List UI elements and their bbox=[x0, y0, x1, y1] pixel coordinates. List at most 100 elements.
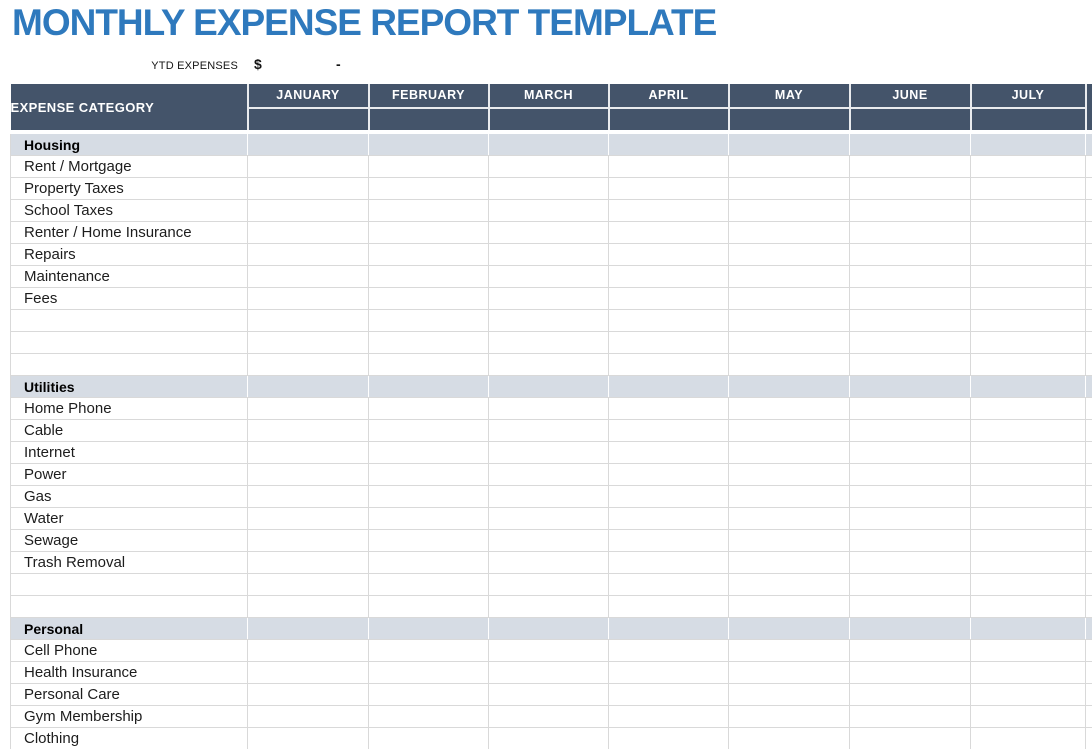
section-cell[interactable] bbox=[970, 617, 1086, 640]
expense-cell[interactable] bbox=[849, 155, 971, 178]
expense-cell[interactable] bbox=[608, 309, 729, 332]
expense-cell[interactable] bbox=[368, 419, 489, 442]
expense-cell[interactable] bbox=[970, 507, 1086, 530]
header-subcell[interactable] bbox=[488, 107, 610, 130]
expense-cell[interactable] bbox=[488, 705, 609, 728]
expense-cell[interactable] bbox=[728, 287, 850, 310]
expense-cell[interactable] bbox=[247, 441, 369, 464]
section-cell[interactable] bbox=[488, 375, 609, 398]
expense-cell[interactable] bbox=[488, 661, 609, 684]
expense-cell[interactable] bbox=[247, 529, 369, 552]
expense-cell[interactable] bbox=[728, 463, 850, 486]
expense-cell[interactable] bbox=[608, 353, 729, 376]
expense-cell[interactable] bbox=[728, 309, 850, 332]
expense-cell[interactable] bbox=[849, 683, 971, 706]
month-header-january[interactable]: JANUARY bbox=[247, 84, 370, 108]
row-label-cell[interactable]: School Taxes bbox=[10, 199, 248, 222]
expense-cell[interactable] bbox=[608, 705, 729, 728]
expense-cell[interactable] bbox=[608, 573, 729, 596]
expense-cell[interactable] bbox=[368, 463, 489, 486]
expense-cell[interactable] bbox=[247, 595, 369, 618]
expense-cell[interactable] bbox=[608, 507, 729, 530]
header-subcell[interactable] bbox=[849, 107, 972, 130]
expense-cell[interactable] bbox=[728, 661, 850, 684]
row-label-cell[interactable]: Clothing bbox=[10, 727, 248, 749]
section-cell[interactable] bbox=[608, 134, 729, 156]
row-label-cell[interactable]: Repairs bbox=[10, 243, 248, 266]
expense-cell[interactable] bbox=[247, 353, 369, 376]
expense-cell[interactable] bbox=[608, 265, 729, 288]
section-cell[interactable] bbox=[849, 617, 971, 640]
expense-cell[interactable] bbox=[608, 595, 729, 618]
expense-cell[interactable] bbox=[728, 199, 850, 222]
expense-cell[interactable] bbox=[247, 397, 369, 420]
expense-cell[interactable] bbox=[608, 199, 729, 222]
expense-cell[interactable] bbox=[728, 485, 850, 508]
section-cell[interactable] bbox=[608, 617, 729, 640]
expense-cell[interactable] bbox=[368, 243, 489, 266]
row-label-cell[interactable]: Gym Membership bbox=[10, 705, 248, 728]
expense-cell[interactable] bbox=[849, 353, 971, 376]
expense-cell[interactable] bbox=[368, 155, 489, 178]
expense-cell[interactable] bbox=[849, 331, 971, 354]
expense-cell[interactable] bbox=[608, 441, 729, 464]
expense-cell[interactable] bbox=[849, 595, 971, 618]
expense-cell[interactable] bbox=[608, 397, 729, 420]
expense-cell[interactable] bbox=[488, 419, 609, 442]
row-label-cell[interactable] bbox=[10, 595, 248, 618]
expense-cell[interactable] bbox=[368, 331, 489, 354]
section-label[interactable]: Personal bbox=[10, 617, 248, 640]
expense-cell[interactable] bbox=[247, 507, 369, 530]
expense-cell[interactable] bbox=[368, 661, 489, 684]
expense-cell[interactable] bbox=[728, 595, 850, 618]
section-cell[interactable] bbox=[728, 134, 850, 156]
header-subcell[interactable] bbox=[608, 107, 730, 130]
expense-cell[interactable] bbox=[970, 485, 1086, 508]
expense-cell[interactable] bbox=[728, 507, 850, 530]
expense-cell[interactable] bbox=[849, 551, 971, 574]
section-label[interactable]: Housing bbox=[10, 134, 248, 156]
section-cell[interactable] bbox=[728, 375, 850, 398]
row-label-cell[interactable] bbox=[10, 573, 248, 596]
expense-cell[interactable] bbox=[608, 177, 729, 200]
expense-cell[interactable] bbox=[368, 595, 489, 618]
expense-cell[interactable] bbox=[728, 705, 850, 728]
expense-cell[interactable] bbox=[488, 199, 609, 222]
expense-cell[interactable] bbox=[247, 485, 369, 508]
expense-cell[interactable] bbox=[608, 727, 729, 749]
expense-cell[interactable] bbox=[970, 155, 1086, 178]
expense-cell[interactable] bbox=[849, 243, 971, 266]
expense-cell[interactable] bbox=[608, 551, 729, 574]
expense-cell[interactable] bbox=[728, 155, 850, 178]
expense-cell[interactable] bbox=[488, 441, 609, 464]
expense-cell[interactable] bbox=[728, 419, 850, 442]
month-header-march[interactable]: MARCH bbox=[488, 84, 610, 108]
row-label-cell[interactable] bbox=[10, 309, 248, 332]
expense-cell[interactable] bbox=[849, 419, 971, 442]
expense-cell[interactable] bbox=[608, 243, 729, 266]
row-label-cell[interactable]: Fees bbox=[10, 287, 248, 310]
month-header-july[interactable]: JULY bbox=[970, 84, 1087, 108]
section-cell[interactable] bbox=[728, 617, 850, 640]
row-label-cell[interactable] bbox=[10, 331, 248, 354]
expense-cell[interactable] bbox=[368, 177, 489, 200]
expense-cell[interactable] bbox=[368, 485, 489, 508]
expense-cell[interactable] bbox=[488, 309, 609, 332]
row-label-cell[interactable]: Gas bbox=[10, 485, 248, 508]
expense-cell[interactable] bbox=[849, 287, 971, 310]
expense-category-header[interactable]: EXPENSE CATEGORY bbox=[10, 84, 249, 130]
expense-cell[interactable] bbox=[849, 639, 971, 662]
expense-cell[interactable] bbox=[970, 551, 1086, 574]
expense-cell[interactable] bbox=[488, 595, 609, 618]
expense-cell[interactable] bbox=[849, 309, 971, 332]
expense-cell[interactable] bbox=[368, 573, 489, 596]
header-subcell[interactable] bbox=[247, 107, 370, 130]
expense-cell[interactable] bbox=[247, 639, 369, 662]
expense-cell[interactable] bbox=[970, 221, 1086, 244]
section-cell[interactable] bbox=[368, 375, 489, 398]
expense-cell[interactable] bbox=[849, 573, 971, 596]
expense-cell[interactable] bbox=[970, 573, 1086, 596]
section-cell[interactable] bbox=[970, 134, 1086, 156]
expense-cell[interactable] bbox=[970, 727, 1086, 749]
expense-cell[interactable] bbox=[849, 661, 971, 684]
